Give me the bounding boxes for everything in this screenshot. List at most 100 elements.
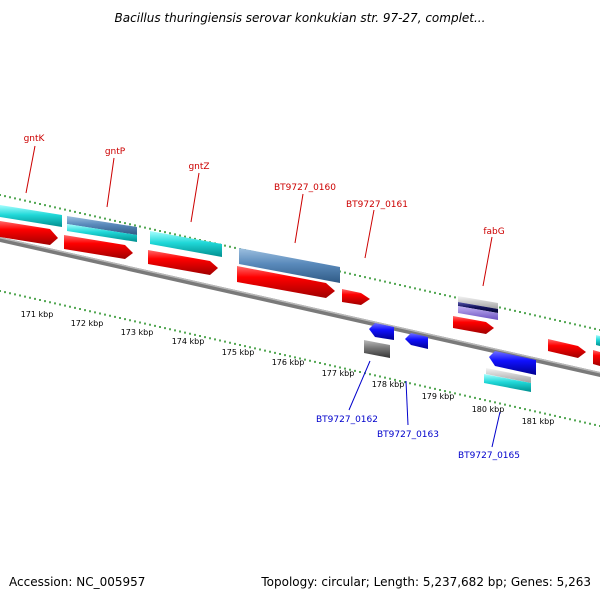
feature-bar-cyan-gntZ[interactable] bbox=[150, 231, 222, 257]
ruler-tick-minor bbox=[99, 312, 101, 315]
ruler-tick-minor bbox=[534, 410, 536, 413]
forward-tick-minor bbox=[374, 278, 376, 281]
cds-arrow-right-1[interactable] bbox=[548, 339, 586, 358]
forward-tick-minor bbox=[429, 290, 431, 293]
forward-tick-minor bbox=[24, 199, 26, 202]
ruler-tick-minor bbox=[464, 394, 466, 397]
ruler-tick-minor bbox=[444, 390, 446, 393]
ruler-tick-minor bbox=[529, 409, 531, 412]
forward-tick-minor bbox=[134, 224, 136, 227]
forward-tick-minor bbox=[79, 212, 81, 214]
leader-BT9727_0161 bbox=[364, 209, 375, 259]
forward-tick-minor bbox=[509, 308, 511, 311]
forward-tick-minor bbox=[539, 315, 541, 318]
feature-bar-cyan-BT9727_0165[interactable] bbox=[484, 374, 531, 392]
gene-label-BT9727_0163[interactable]: BT9727_0163 bbox=[377, 430, 439, 440]
gene-label-BT9727_0161[interactable]: BT9727_0161 bbox=[346, 200, 408, 210]
gene-label-gntZ[interactable]: gntZ bbox=[188, 162, 209, 172]
cds-arrow-gntP[interactable] bbox=[64, 235, 133, 259]
ruler-tick-minor bbox=[39, 299, 41, 301]
reverse-gene-labels: BT9727_0162 BT9727_0163 BT9727_0165 bbox=[316, 360, 520, 461]
feature-bar-steel-gntP[interactable] bbox=[67, 216, 137, 235]
leader-gntP bbox=[106, 157, 115, 208]
forward-tick-minor bbox=[424, 289, 426, 292]
feature-bar-gray-BT9727_0162[interactable] bbox=[364, 340, 390, 358]
forward-tick-minor bbox=[594, 327, 596, 330]
gene-label-fabG[interactable]: fabG bbox=[483, 227, 504, 237]
ruler-label-172: 172 kbp bbox=[71, 319, 104, 328]
forward-tick-minor bbox=[189, 236, 191, 239]
ruler-tick-minor bbox=[449, 391, 451, 394]
ruler-tick-minor bbox=[524, 408, 526, 411]
ruler-tick-minor bbox=[189, 332, 191, 335]
forward-tick-minor bbox=[434, 291, 436, 294]
ruler-tick-minor bbox=[184, 331, 186, 334]
cds-arrow-right-2[interactable] bbox=[593, 350, 600, 366]
ruler-tick-minor bbox=[394, 378, 396, 381]
leader-gntK bbox=[25, 145, 36, 194]
forward-tick-minor bbox=[154, 228, 156, 231]
forward-tick-minor bbox=[554, 318, 556, 321]
ruler-label-179: 179 kbp bbox=[422, 392, 455, 401]
gene-label-gntK[interactable]: gntK bbox=[24, 134, 46, 144]
gene-label-gntP[interactable]: gntP bbox=[105, 147, 126, 157]
forward-tick-minor bbox=[514, 309, 516, 312]
ruler-label-176: 176 kbp bbox=[272, 358, 305, 367]
ruler-tick-minor bbox=[339, 366, 341, 369]
ruler-tick-minor bbox=[514, 405, 516, 408]
forward-tick-minor bbox=[414, 287, 416, 290]
forward-tick-minor bbox=[89, 214, 91, 217]
forward-tick-minor bbox=[184, 235, 186, 238]
topology-text: Topology: circular; Length: 5,237,682 bp… bbox=[260, 575, 591, 589]
feature-bar-lightgray-BT9727_0165[interactable] bbox=[486, 368, 531, 383]
forward-tick-minor bbox=[224, 244, 226, 247]
forward-tick-minor bbox=[74, 210, 76, 213]
forward-tick-minor bbox=[104, 217, 106, 220]
cds-arrow-BT9727_0160[interactable] bbox=[237, 266, 335, 298]
ruler-tick-minor bbox=[334, 365, 336, 368]
cds-arrow-BT9727_0161[interactable] bbox=[342, 289, 370, 305]
cds-arrow-fabG[interactable] bbox=[453, 316, 494, 334]
ruler-tick-minor bbox=[359, 371, 361, 373]
feature-bar-cyan-gntP[interactable] bbox=[67, 224, 137, 242]
map-title: Bacillus thuringiensis serovar konkukian… bbox=[115, 11, 486, 25]
forward-tick-minor bbox=[549, 317, 551, 320]
gene-label-BT9727_0160[interactable]: BT9727_0160 bbox=[274, 183, 336, 193]
cds-arrow-BT9727_0162[interactable] bbox=[369, 323, 394, 340]
forward-tick-minor bbox=[544, 316, 546, 319]
ruler-tick-minor bbox=[389, 377, 391, 380]
ruler-tick-minor bbox=[439, 389, 441, 391]
ruler-tick-minor bbox=[454, 392, 456, 395]
forward-tick-minor bbox=[54, 206, 56, 209]
ruler-tick-minor bbox=[549, 413, 551, 416]
feature-bar-steel-BT9727_0160[interactable] bbox=[239, 248, 340, 283]
gene-label-BT9727_0162[interactable]: BT9727_0162 bbox=[316, 415, 378, 425]
ruler-tick-minor bbox=[164, 327, 166, 330]
ruler-tick-minor bbox=[239, 344, 241, 346]
ruler-tick-minor bbox=[564, 417, 566, 420]
ruler-tick-minor bbox=[419, 384, 421, 387]
ruler-tick-minor bbox=[309, 359, 311, 362]
ruler-labels: 171 kbp 172 kbp 173 kbp 174 kbp 175 kbp … bbox=[21, 310, 555, 426]
ruler-tick-minor bbox=[254, 347, 256, 350]
cds-arrow-gntK[interactable] bbox=[0, 221, 58, 245]
feature-bar-cyan-edge[interactable] bbox=[596, 335, 600, 346]
ruler-tick-minor bbox=[224, 340, 226, 343]
cds-arrow-gntZ[interactable] bbox=[148, 250, 218, 275]
forward-tick-minor bbox=[504, 307, 506, 310]
forward-tick-minor bbox=[439, 293, 441, 295]
ruler-tick-minor bbox=[509, 404, 511, 407]
cds-arrow-BT9727_0163[interactable] bbox=[405, 333, 428, 349]
feature-bar-cyan[interactable] bbox=[0, 205, 62, 227]
ruler-tick-minor bbox=[124, 318, 126, 321]
ruler-tick-minor bbox=[54, 302, 56, 305]
feature-block-fabG[interactable] bbox=[458, 296, 498, 320]
forward-tick-minor bbox=[169, 232, 171, 235]
gene-label-BT9727_0165[interactable]: BT9727_0165 bbox=[458, 451, 520, 461]
ruler-tick-minor bbox=[219, 339, 221, 342]
ruler-tick-minor bbox=[264, 349, 266, 352]
ruler-tick-minor bbox=[409, 382, 411, 385]
ruler-tick-minor bbox=[139, 321, 141, 324]
ruler-tick-minor bbox=[304, 358, 306, 361]
cds-arrow-BT9727_0165[interactable] bbox=[489, 351, 536, 375]
